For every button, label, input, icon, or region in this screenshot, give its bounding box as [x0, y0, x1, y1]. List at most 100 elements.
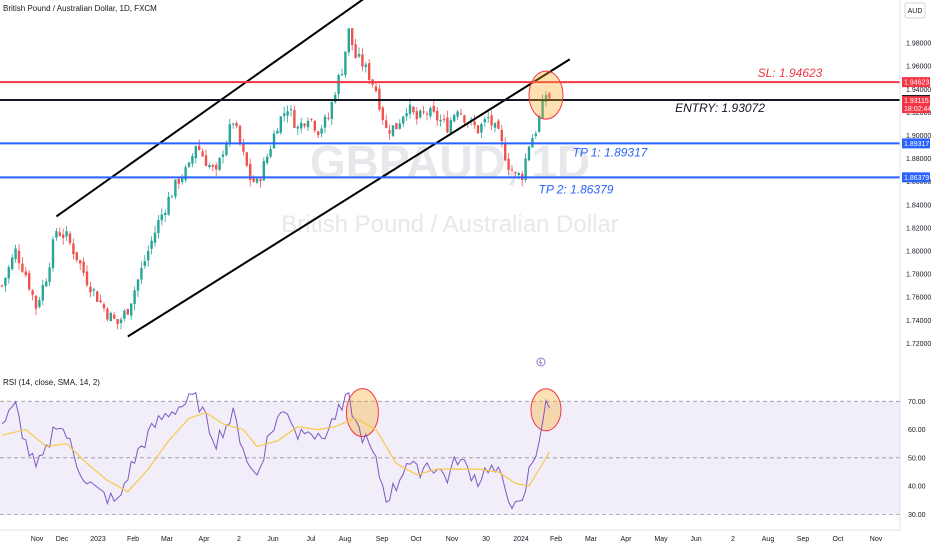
candle-body	[262, 161, 265, 181]
candle-body	[102, 304, 106, 309]
candle	[157, 214, 160, 239]
candle	[181, 174, 184, 185]
candle	[184, 164, 187, 183]
candle-body	[123, 310, 126, 319]
price-tag-2: 1.89317	[904, 141, 929, 148]
highlight-rsi-now[interactable]	[530, 388, 562, 432]
candle-body	[527, 146, 531, 161]
candle-body	[184, 167, 187, 180]
candle	[279, 115, 282, 135]
candle	[351, 28, 354, 51]
candle	[31, 289, 34, 301]
candle	[140, 261, 143, 285]
rsi-tick-3: 40.00	[908, 484, 926, 491]
candle-body	[408, 104, 412, 115]
candle	[0, 284, 4, 288]
candle	[364, 61, 367, 73]
candle	[269, 145, 272, 159]
time-tick-9: Aug	[339, 536, 352, 543]
candle-body	[130, 303, 133, 316]
candle	[85, 265, 89, 287]
time-tick-20: 2	[731, 536, 735, 543]
candle	[119, 317, 123, 330]
price-tag-0: 1.94623	[904, 80, 929, 87]
candle	[480, 122, 483, 138]
candle	[490, 110, 493, 131]
candle	[221, 150, 225, 164]
candle	[34, 295, 38, 315]
candle-body	[249, 163, 252, 180]
candle	[150, 236, 153, 255]
candle	[242, 138, 245, 156]
time-tick-24: Nov	[870, 536, 883, 543]
candle	[126, 308, 129, 316]
candle	[544, 91, 548, 107]
candle-body	[45, 281, 48, 287]
level-label-0: SL: 1.94623	[758, 66, 823, 80]
candle	[21, 256, 24, 274]
candle-body	[116, 319, 119, 325]
time-tick-19: Jun	[690, 536, 701, 543]
candle	[194, 145, 197, 164]
candle-body	[119, 319, 123, 324]
candle-body	[300, 122, 303, 129]
time-tick-2: 2023	[90, 536, 106, 543]
candle	[133, 286, 136, 311]
candle-body	[4, 277, 7, 286]
candle	[347, 28, 350, 56]
candle	[99, 294, 102, 304]
candle-body	[143, 261, 146, 266]
candle-body	[504, 142, 507, 161]
currency-button[interactable]: AUD	[904, 2, 926, 19]
candle	[170, 194, 174, 198]
alert-icon[interactable]	[536, 357, 546, 367]
candle-body	[164, 212, 167, 216]
candle-body	[293, 110, 296, 128]
candle	[327, 112, 330, 121]
candle	[38, 296, 41, 309]
candle	[201, 148, 204, 157]
candle	[310, 118, 313, 122]
price-tick-1: 1.96000	[906, 64, 931, 71]
candle	[422, 105, 425, 115]
time-tick-1: Dec	[56, 536, 69, 543]
candle-body	[327, 117, 330, 119]
candle-body	[534, 133, 537, 137]
candle	[320, 125, 323, 138]
candle-body	[510, 169, 514, 171]
candle	[429, 105, 432, 119]
currency-label: AUD	[908, 8, 923, 15]
candle	[385, 114, 388, 129]
candle-body	[351, 28, 354, 46]
price-tick-13: 1.72000	[906, 341, 931, 348]
price-tag-3: 1.86379	[904, 175, 929, 182]
candle-body	[208, 165, 211, 168]
candle	[204, 149, 208, 167]
candle	[303, 122, 306, 129]
candle-body	[150, 240, 153, 249]
candle-body	[402, 116, 405, 124]
candle-body	[99, 300, 102, 303]
price-tag-bg-3	[902, 172, 930, 183]
candle-body	[476, 125, 480, 134]
candle-body	[14, 248, 17, 260]
price-tick-3: 1.92000	[906, 110, 931, 117]
candle-body	[191, 155, 194, 164]
watermark-symbol: GBPAUD, 1D	[310, 136, 590, 188]
highlight-price-peak[interactable]	[528, 70, 564, 120]
candle	[334, 91, 337, 104]
highlight-rsi-aug[interactable]	[345, 388, 379, 438]
rsi-tick-2: 50.00	[908, 455, 926, 462]
candle	[459, 108, 463, 116]
candle-body	[201, 151, 204, 157]
time-tick-0: Nov	[31, 536, 44, 543]
rsi-label: RSI (14, close, SMA, 14, 2)	[3, 378, 100, 387]
candle	[344, 51, 347, 79]
rsi-tick-4: 30.00	[908, 512, 926, 519]
candle-body	[459, 113, 463, 115]
candle	[317, 130, 320, 138]
channel-lower-line[interactable]	[127, 58, 571, 338]
candle-body	[429, 108, 432, 117]
candle	[388, 124, 391, 140]
